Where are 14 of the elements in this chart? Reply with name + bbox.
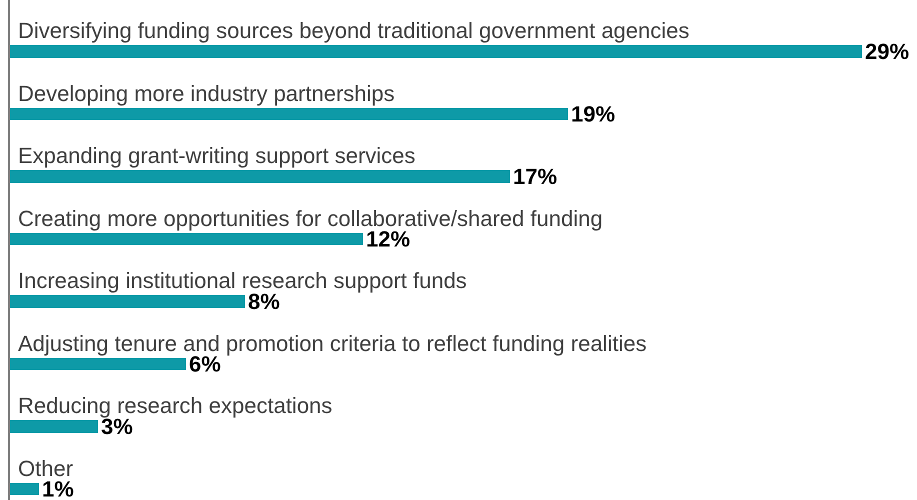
data-label: 17% — [513, 164, 558, 189]
data-label: 29% — [865, 39, 910, 64]
bar — [10, 45, 862, 58]
y-tick-label: Expanding grant-writing support services — [18, 143, 416, 168]
data-label: 19% — [571, 102, 616, 126]
bar — [10, 233, 363, 245]
y-tick-label: Developing more industry partnerships — [18, 81, 395, 106]
y-tick-label: Diversifying funding sources beyond traditional government agencies — [18, 18, 690, 43]
bar — [10, 170, 510, 183]
bar — [10, 295, 245, 308]
bar — [10, 483, 39, 495]
bar — [10, 358, 186, 370]
bar — [10, 420, 98, 433]
bar — [10, 108, 568, 120]
